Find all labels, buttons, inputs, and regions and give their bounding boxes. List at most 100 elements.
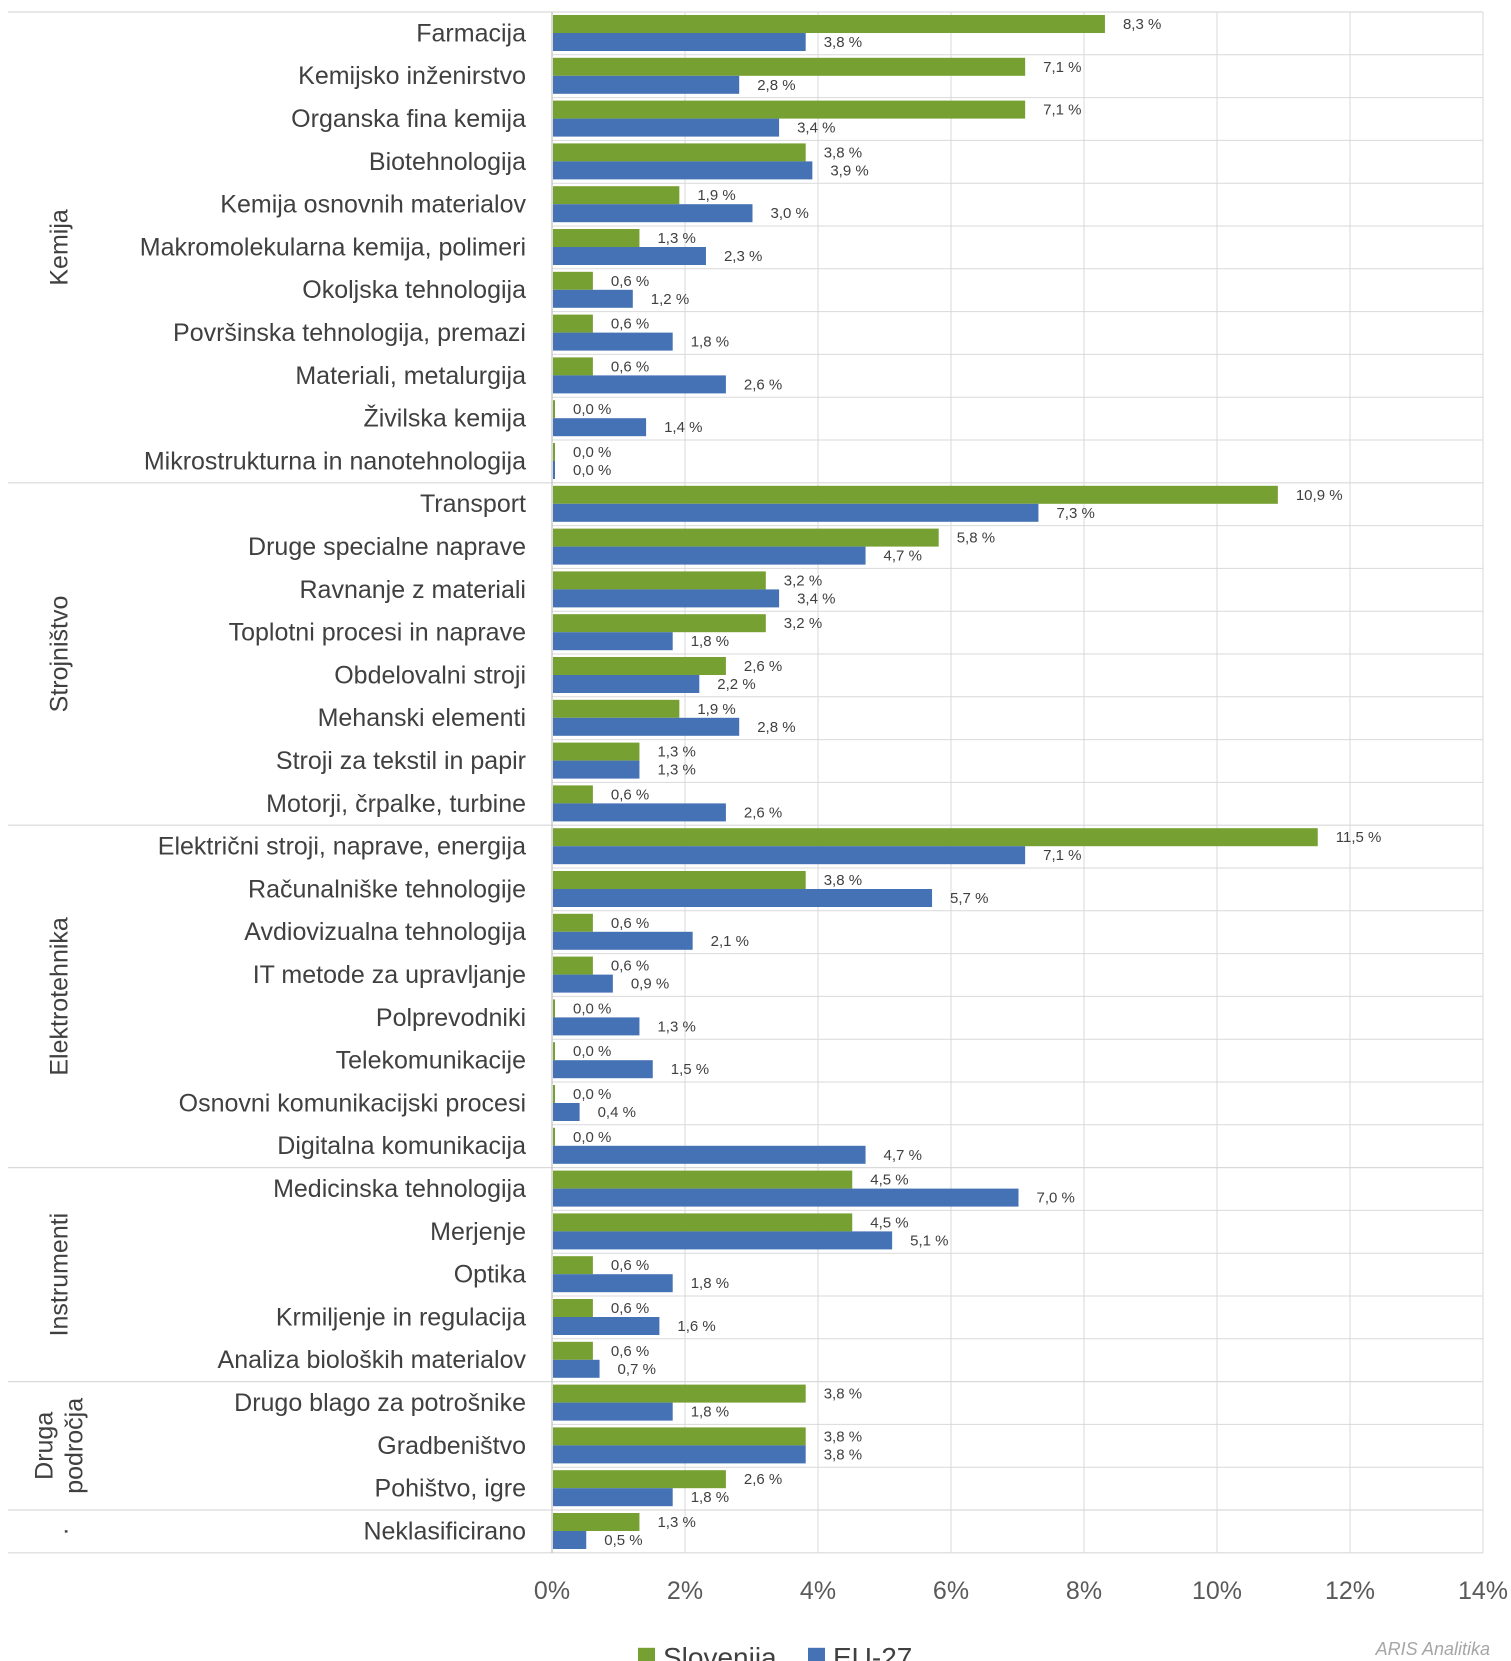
category-label: Ravnanje z materiali	[300, 576, 527, 604]
bar	[553, 632, 673, 651]
data-label: 2,3 %	[724, 248, 762, 265]
data-label: 0,5 %	[604, 1532, 642, 1549]
data-label: 4,5 %	[870, 1214, 908, 1231]
category-label: Okoljska tehnologija	[302, 276, 526, 304]
data-label: 0,6 %	[611, 358, 649, 375]
bar	[553, 571, 766, 590]
bar	[553, 271, 593, 290]
category-label: Kemija osnovnih materialov	[220, 191, 526, 219]
data-label: 2,2 %	[717, 676, 755, 693]
data-label: 2,1 %	[711, 933, 749, 950]
data-label: 5,7 %	[950, 890, 988, 907]
data-label: 1,5 %	[671, 1061, 709, 1078]
bar	[553, 1470, 726, 1489]
bar	[553, 1427, 806, 1446]
category-label: Farmacija	[416, 19, 526, 47]
bar	[553, 100, 1026, 119]
bar	[553, 1359, 600, 1378]
data-label: 3,8 %	[824, 144, 862, 161]
data-label: 0,6 %	[611, 1300, 649, 1317]
group-label: Strojništvo	[46, 596, 74, 713]
bar	[553, 357, 593, 376]
x-tick-label: 12%	[1325, 1577, 1375, 1605]
data-label: 1,9 %	[697, 187, 735, 204]
group-label: področja	[61, 1398, 89, 1494]
bar	[553, 546, 866, 565]
category-label: Mehanski elementi	[318, 704, 526, 732]
bar	[553, 1085, 555, 1103]
group-label: Instrumenti	[46, 1213, 74, 1337]
bar	[553, 1127, 555, 1146]
bar	[553, 247, 706, 265]
bar	[553, 785, 593, 804]
bar	[553, 1299, 593, 1317]
bar	[553, 1445, 806, 1464]
bar	[553, 1341, 593, 1360]
legend-label: EU-27	[833, 1642, 912, 1661]
bar	[553, 742, 640, 761]
data-label: 10,9 %	[1296, 487, 1343, 504]
legend-label: Slovenija	[663, 1642, 777, 1661]
data-label: 2,6 %	[744, 1471, 782, 1488]
data-label: 3,9 %	[830, 162, 868, 179]
category-label: Druge specialne naprave	[248, 533, 526, 561]
data-label: 7,1 %	[1043, 847, 1081, 864]
bar	[553, 314, 593, 333]
data-label: 1,3 %	[657, 762, 695, 779]
x-tick-label: 0%	[534, 1577, 570, 1605]
data-label: 7,0 %	[1037, 1190, 1075, 1207]
bar	[553, 589, 780, 608]
legend: Slovenija EU-27	[638, 1642, 912, 1661]
bar	[553, 400, 555, 419]
bar	[553, 186, 680, 205]
data-label: 3,8 %	[824, 1428, 862, 1445]
x-tick-label: 2%	[667, 1577, 703, 1605]
bar	[553, 289, 633, 308]
data-label: 3,8 %	[824, 34, 862, 51]
bar	[553, 760, 640, 779]
bar	[553, 485, 1278, 504]
data-label: 0,0 %	[573, 401, 611, 418]
bar	[553, 443, 555, 461]
data-label: 0,0 %	[573, 1043, 611, 1060]
bar	[553, 1231, 893, 1250]
bar	[553, 846, 1026, 865]
category-label: Mikrostrukturna in nanotehnologija	[144, 447, 526, 475]
data-label: 3,4 %	[797, 590, 835, 607]
category-label: Motorji, črpalke, turbine	[266, 790, 526, 818]
data-label: 7,1 %	[1043, 102, 1081, 119]
data-label: 1,4 %	[664, 419, 702, 436]
x-tick-label: 4%	[800, 1577, 836, 1605]
bar	[553, 418, 647, 437]
data-label: 3,2 %	[784, 572, 822, 589]
data-label: 1,8 %	[691, 633, 729, 650]
group-label: Druga	[31, 1412, 59, 1480]
bar	[553, 161, 813, 180]
group-label: .	[46, 1528, 74, 1535]
category-label: IT metode za upravljanje	[253, 961, 526, 989]
category-label: Pohištvo, igre	[375, 1475, 526, 1503]
data-label: 0,6 %	[611, 1343, 649, 1360]
bar	[553, 1488, 673, 1507]
category-labels: Farmacija Kemijsko inženirstvo Organska fi…	[140, 19, 527, 1545]
bar	[553, 1060, 653, 1079]
bar	[553, 1170, 853, 1189]
bar	[553, 614, 766, 633]
bar	[553, 332, 673, 351]
data-label: 3,8 %	[824, 1446, 862, 1463]
data-label: 0,9 %	[631, 976, 669, 993]
bar	[553, 229, 640, 247]
category-label: Obdelovalni stroji	[334, 661, 526, 689]
category-label: Toplotni procesi in naprave	[229, 619, 526, 647]
bar	[553, 1103, 580, 1121]
bar	[553, 1256, 593, 1275]
bar	[553, 1531, 587, 1549]
data-label: 2,6 %	[744, 658, 782, 675]
data-label: 3,4 %	[797, 120, 835, 137]
bar	[553, 118, 780, 137]
category-label: Površinska tehnologija, premazi	[173, 319, 526, 347]
category-label: Digitalna komunikacija	[277, 1132, 526, 1160]
legend-swatch	[808, 1647, 825, 1661]
bar	[553, 528, 939, 547]
